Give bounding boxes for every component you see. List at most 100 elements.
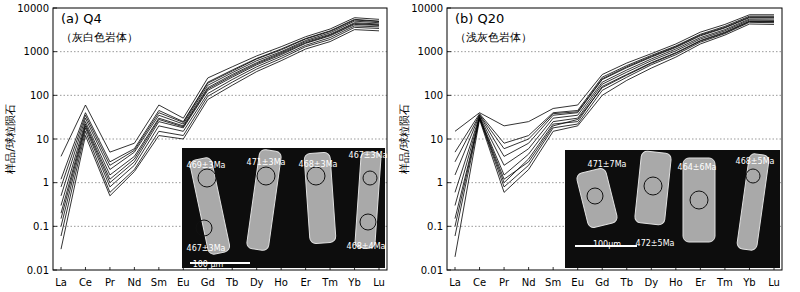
category-label: Gd bbox=[201, 277, 215, 288]
tick bbox=[53, 51, 57, 52]
tick-label: 10 bbox=[430, 134, 443, 145]
spot-circle bbox=[360, 214, 376, 230]
tick-label: 10 bbox=[36, 134, 49, 145]
inset-background bbox=[182, 148, 385, 268]
tick-label: 0.01 bbox=[421, 265, 443, 276]
category-label: Ho bbox=[669, 277, 683, 288]
zircon-grain bbox=[355, 151, 382, 248]
annotation: 468±3Ma bbox=[299, 160, 338, 169]
title: (b) Q20 bbox=[455, 11, 504, 26]
tick-label: 100 bbox=[30, 90, 49, 101]
inset-background bbox=[565, 150, 780, 268]
spot-circle bbox=[587, 188, 603, 204]
category-label: Lu bbox=[373, 277, 385, 288]
subtitle: （浅灰色岩体） bbox=[455, 31, 532, 44]
category-label: Tb bbox=[620, 277, 633, 288]
cl-inset: 469±3Ma 471±3Ma 468±3Ma 467±3Ma 467±3Ma 468±4… bbox=[182, 148, 388, 269]
spot-circle bbox=[198, 169, 216, 187]
zircon-grain bbox=[634, 151, 671, 226]
tick bbox=[53, 139, 57, 140]
plot-frame bbox=[53, 8, 387, 270]
category-label: Ce bbox=[79, 277, 92, 288]
annotation: 100 μm bbox=[193, 260, 224, 269]
title: (a) Q4 bbox=[61, 11, 102, 26]
spot-circle bbox=[363, 171, 377, 185]
category-label: La bbox=[55, 277, 67, 288]
category-label: Sm bbox=[545, 277, 561, 288]
annotation: 467±3Ma bbox=[187, 244, 226, 253]
panel: 0.01 0.1 1 10 100 1000 10000 La Ce Pr Nd Sm Eu Gd Tb Dy… bbox=[4, 3, 388, 289]
category-label: Pr bbox=[105, 277, 116, 288]
category-label: Nd bbox=[522, 277, 536, 288]
ree-line bbox=[61, 20, 379, 187]
tick bbox=[53, 182, 57, 183]
tick-label: 0.1 bbox=[33, 221, 49, 232]
grid-line bbox=[447, 51, 782, 52]
tick bbox=[53, 226, 57, 227]
category-label: Dy bbox=[250, 277, 264, 288]
spot-circle bbox=[196, 220, 212, 236]
subtitle: （灰白色岩体） bbox=[61, 31, 138, 44]
annotation: 471±7Ma bbox=[588, 160, 627, 169]
category-label: Eu bbox=[177, 277, 190, 288]
category-label: La bbox=[449, 277, 461, 288]
tick bbox=[53, 95, 57, 96]
category-label: Gd bbox=[595, 277, 609, 288]
grid-line bbox=[53, 95, 387, 96]
zircon-grain bbox=[189, 157, 230, 255]
category-label: Nd bbox=[127, 277, 141, 288]
ree-line bbox=[455, 17, 774, 162]
spot-circle bbox=[644, 177, 662, 195]
annotation: 468±4Ma bbox=[347, 242, 386, 251]
tick-label: 0.1 bbox=[427, 221, 443, 232]
category-label: Tb bbox=[225, 277, 238, 288]
annotation: 467±3Ma bbox=[349, 151, 388, 160]
tick-label: 0.01 bbox=[27, 265, 49, 276]
annotation: 471±3Ma bbox=[247, 158, 286, 167]
category-label: Lu bbox=[768, 277, 780, 288]
tick-label: 10000 bbox=[411, 3, 443, 14]
category-label: Er bbox=[695, 277, 706, 288]
annotation: 468±5Ma bbox=[736, 157, 775, 166]
zircon-grain bbox=[736, 153, 769, 251]
category-label: Tm bbox=[321, 277, 338, 288]
tick-label: 1 bbox=[437, 177, 443, 188]
tick bbox=[447, 182, 451, 183]
category-label: Pr bbox=[499, 277, 510, 288]
grid-line bbox=[53, 51, 387, 52]
category-label: Yb bbox=[347, 277, 360, 288]
category-label: Dy bbox=[644, 277, 658, 288]
grid-line bbox=[447, 95, 782, 96]
plot-frame bbox=[447, 8, 782, 270]
y-axis-label: 样品/球粒陨石 bbox=[398, 104, 411, 174]
category-label: Ce bbox=[473, 277, 486, 288]
annotation: 464±6Ma bbox=[678, 163, 717, 172]
tick bbox=[447, 139, 451, 140]
category-label: Yb bbox=[742, 277, 755, 288]
category-label: Eu bbox=[571, 277, 584, 288]
spot-circle bbox=[257, 167, 275, 185]
spot-circle bbox=[746, 169, 760, 183]
category-label: Sm bbox=[151, 277, 167, 288]
tick bbox=[447, 51, 451, 52]
panel: 0.01 0.1 1 10 100 1000 10000 La Ce Pr Nd Sm Eu Gd Tb Dy… bbox=[398, 3, 782, 289]
tick-label: 100 bbox=[424, 90, 443, 101]
annotation: 100μm bbox=[593, 240, 621, 249]
zircon-grain bbox=[576, 167, 619, 229]
figure: 0.01 0.1 1 10 100 1000 10000 La Ce Pr Nd Sm Eu Gd Tb Dy… bbox=[0, 0, 800, 292]
tick-label: 10000 bbox=[17, 3, 49, 14]
category-label: Er bbox=[300, 277, 311, 288]
tick-label: 1000 bbox=[418, 46, 443, 57]
spot-circle bbox=[307, 167, 325, 185]
annotation: 472±5Ma bbox=[636, 239, 675, 248]
tick bbox=[447, 95, 451, 96]
cl-inset: 471±7Ma 464±6Ma 468±5Ma 472±5Ma 100μm bbox=[565, 150, 780, 268]
spot-circle bbox=[690, 191, 708, 209]
category-label: Ho bbox=[274, 277, 288, 288]
tick-label: 1000 bbox=[24, 46, 49, 57]
category-label: Tm bbox=[716, 277, 733, 288]
tick-label: 1 bbox=[43, 177, 49, 188]
annotation: 469±3Ma bbox=[187, 161, 226, 170]
tick bbox=[447, 226, 451, 227]
y-axis-label: 样品/球粒陨石 bbox=[4, 104, 17, 174]
